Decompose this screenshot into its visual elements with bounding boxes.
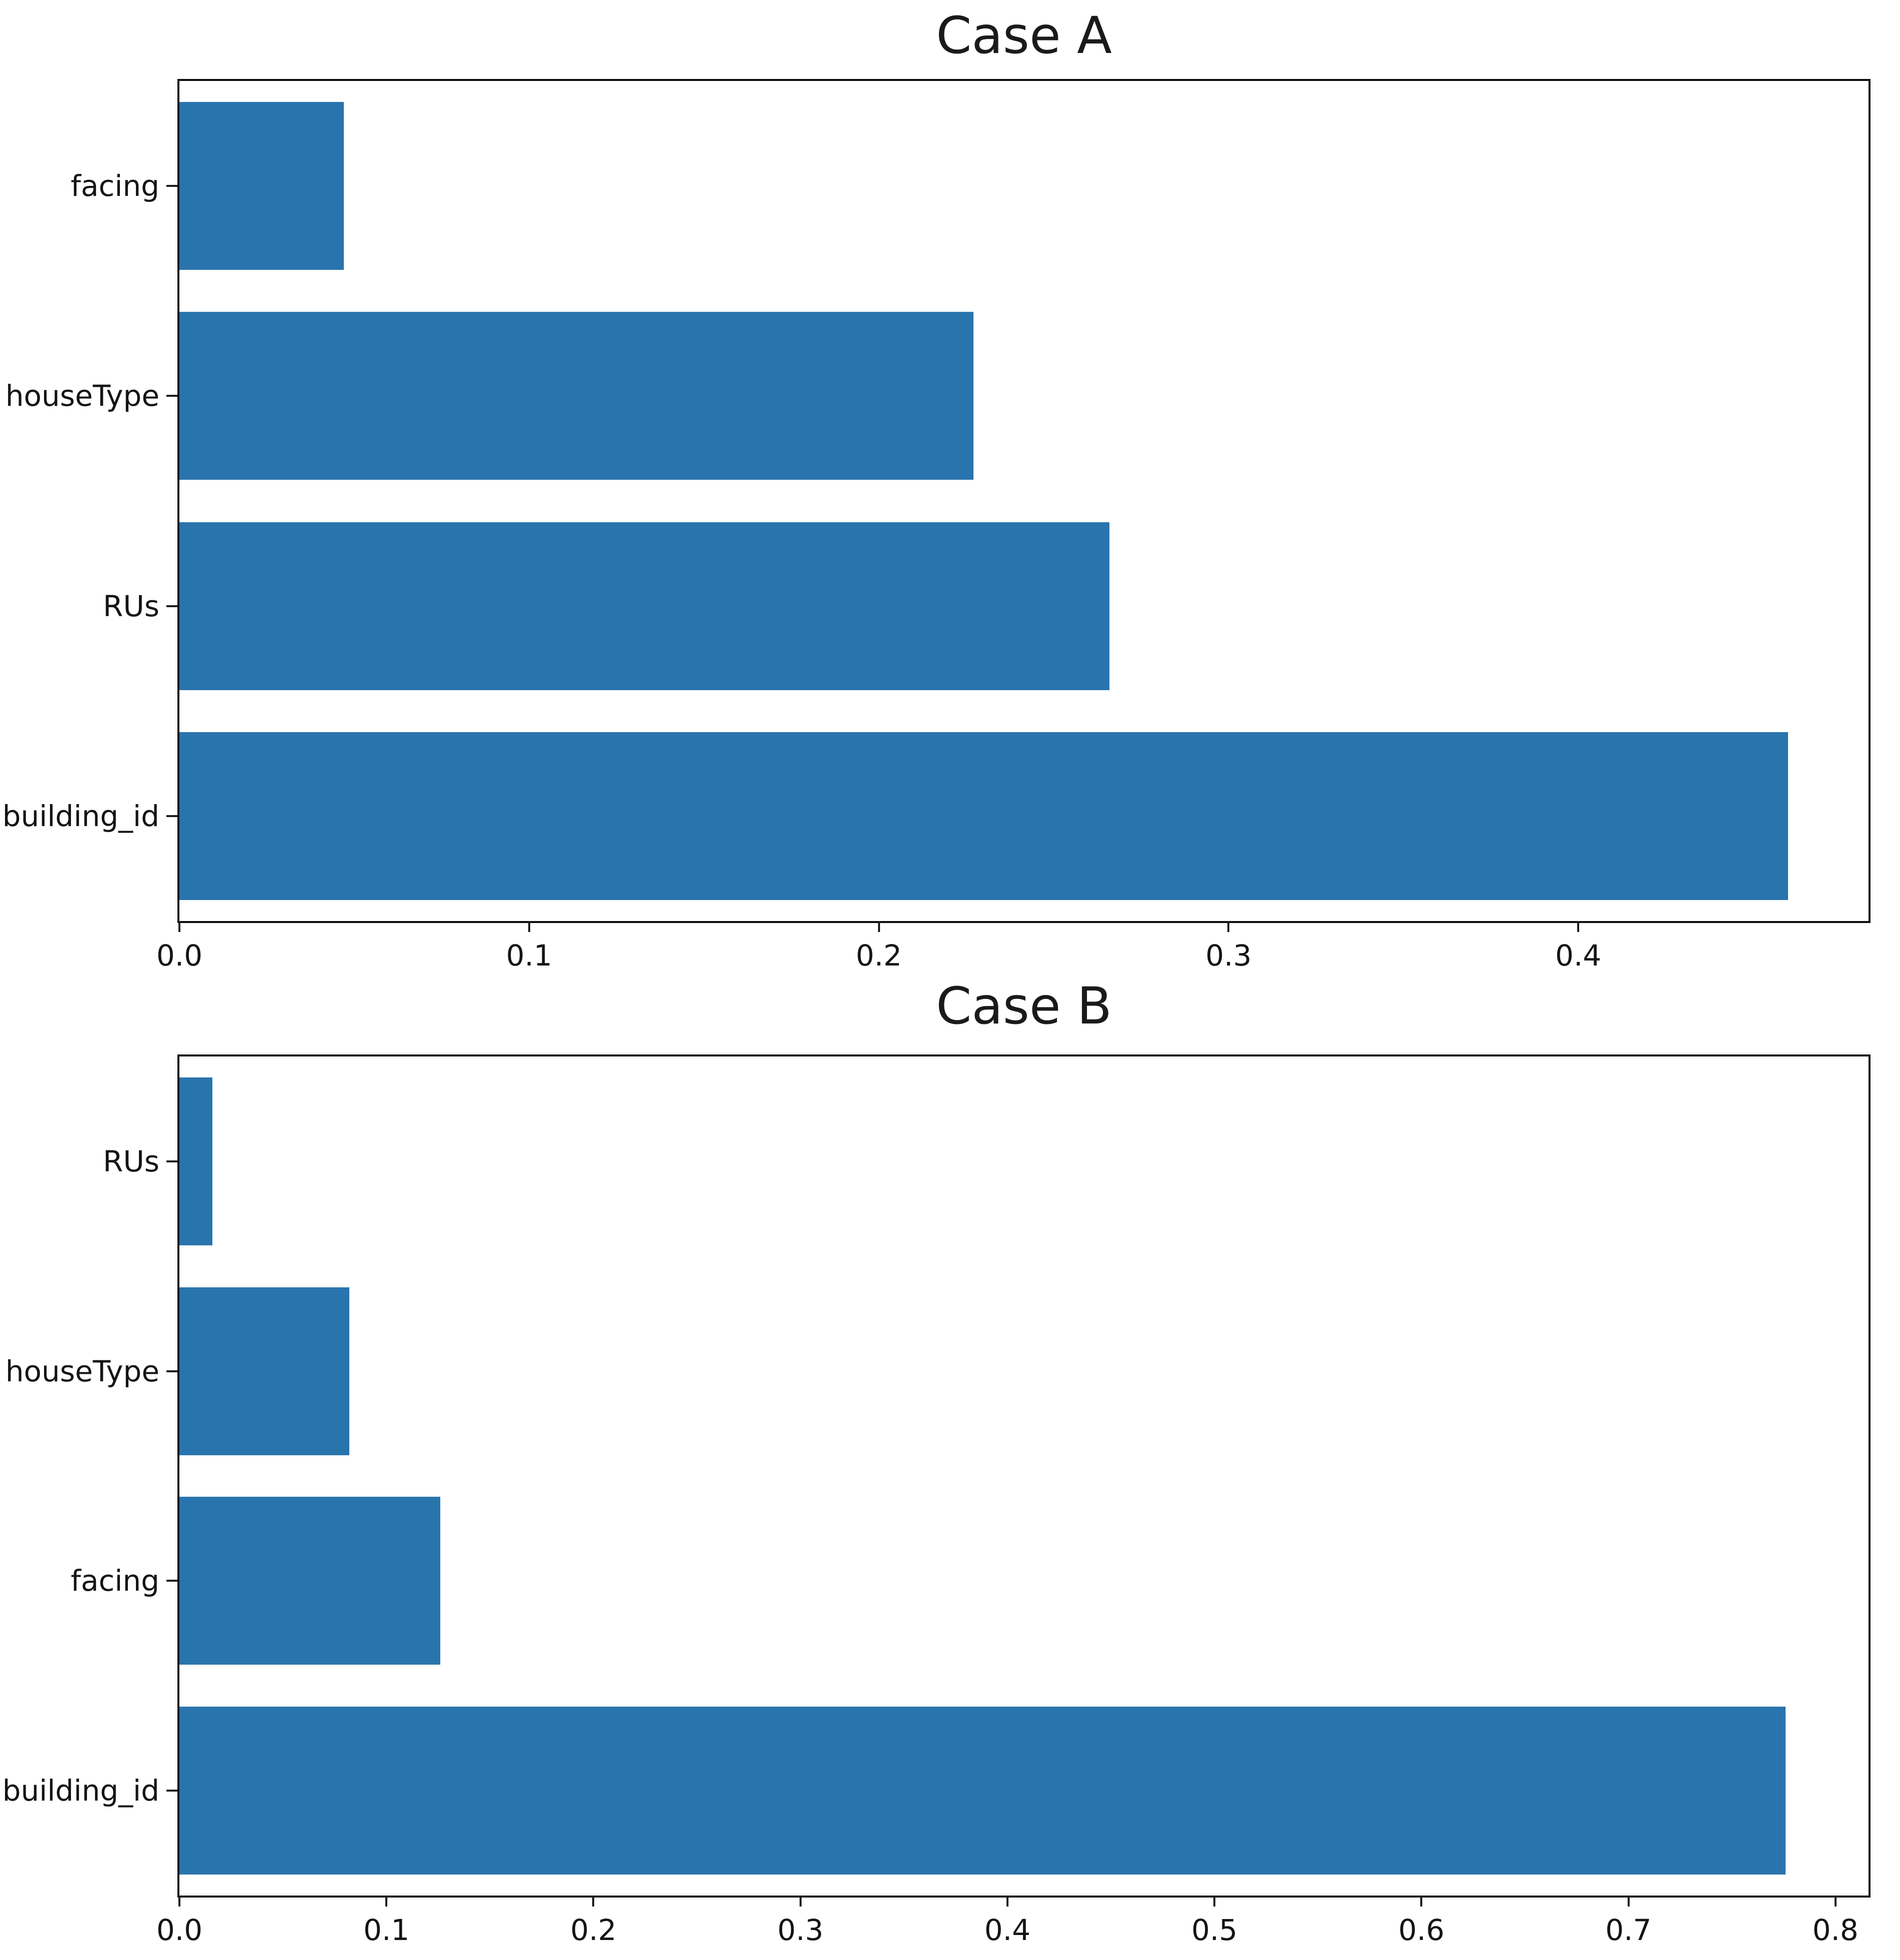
x-tick <box>799 1896 802 1907</box>
x-tick-label: 0.0 <box>156 939 203 973</box>
y-tick-label: RUs <box>103 1144 159 1178</box>
x-tick-label: 0.0 <box>156 1913 203 1947</box>
x-tick <box>385 1896 388 1907</box>
bar-building_id <box>179 1707 1786 1875</box>
x-tick <box>1420 1896 1423 1907</box>
x-tick-label: 0.1 <box>506 939 552 973</box>
x-tick <box>1834 1896 1837 1907</box>
chart-a-title: Case A <box>936 6 1112 65</box>
y-tick <box>166 815 177 817</box>
y-tick-label: building_id <box>2 1774 159 1808</box>
x-tick-label: 0.5 <box>1191 1913 1238 1947</box>
bar-facing <box>179 102 344 270</box>
y-tick <box>166 1370 177 1372</box>
y-tick <box>166 395 177 397</box>
x-tick-label: 0.2 <box>570 1913 617 1947</box>
x-tick <box>528 921 530 932</box>
bar-building_id <box>179 732 1789 900</box>
y-tick-label: RUs <box>103 589 159 623</box>
y-tick <box>166 1580 177 1582</box>
x-tick <box>1213 1896 1216 1907</box>
y-tick <box>166 185 177 187</box>
y-tick-label: facing <box>70 169 159 203</box>
x-tick-label: 0.8 <box>1812 1913 1859 1947</box>
x-tick <box>1627 1896 1630 1907</box>
bar-houseType <box>179 312 973 480</box>
chart-a-plot-area: facing houseType RUs building_id 0.0 0.1 0.2 0.… <box>2 79 1871 973</box>
y-tick <box>166 605 177 607</box>
x-tick-label: 0.6 <box>1398 1913 1445 1947</box>
x-tick <box>178 1896 180 1907</box>
x-tick <box>178 921 180 932</box>
x-tick-label: 0.4 <box>984 1913 1030 1947</box>
y-tick-label: facing <box>70 1564 159 1598</box>
bar-houseType <box>179 1287 349 1455</box>
y-tick <box>166 1160 177 1162</box>
bar-RUs <box>179 522 1110 690</box>
x-tick <box>1577 921 1580 932</box>
x-tick <box>1227 921 1230 932</box>
x-tick <box>1006 1896 1008 1907</box>
x-tick-label: 0.2 <box>856 939 902 973</box>
bar-facing <box>179 1497 440 1665</box>
x-tick-label: 0.3 <box>1205 939 1252 973</box>
y-tick <box>166 1790 177 1792</box>
y-tick-label: building_id <box>2 799 159 833</box>
bar-RUs <box>179 1077 213 1245</box>
x-tick <box>878 921 880 932</box>
x-tick-label: 0.1 <box>363 1913 410 1947</box>
y-tick-label: houseType <box>5 379 159 413</box>
x-tick <box>592 1896 595 1907</box>
chart-b-title: Case B <box>936 977 1112 1036</box>
chart-b-plot-area: RUs houseType facing building_id 0.0 0.1 0.2 0.… <box>2 1054 1871 1947</box>
y-tick-label: houseType <box>5 1354 159 1388</box>
x-tick-label: 0.4 <box>1555 939 1602 973</box>
x-tick-label: 0.3 <box>777 1913 824 1947</box>
x-tick-label: 0.7 <box>1605 1913 1652 1947</box>
